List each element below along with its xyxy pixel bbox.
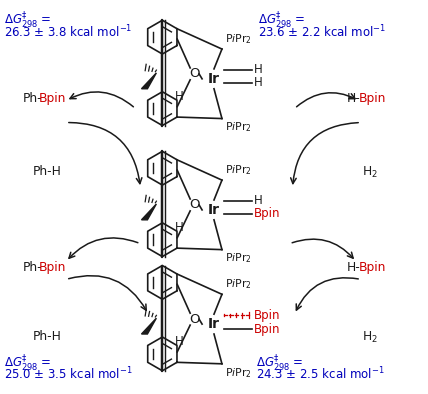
Text: O: O <box>189 199 199 212</box>
Text: H: H <box>175 335 184 348</box>
Text: $\Delta G_{298}^{\ddagger}$ =: $\Delta G_{298}^{\ddagger}$ = <box>4 354 52 374</box>
Polygon shape <box>142 204 156 220</box>
Text: Bpin: Bpin <box>359 260 386 273</box>
Text: $\Delta G_{298}^{\ddagger}$ =: $\Delta G_{298}^{\ddagger}$ = <box>256 354 303 374</box>
Text: H-: H- <box>347 260 361 273</box>
Text: P$i$Pr$_2$: P$i$Pr$_2$ <box>225 366 252 379</box>
Text: $\Delta G_{298}^{\ddagger}$ =: $\Delta G_{298}^{\ddagger}$ = <box>258 11 305 32</box>
Text: H: H <box>175 90 184 103</box>
Text: $\Delta G_{298}^{\ddagger}$ =: $\Delta G_{298}^{\ddagger}$ = <box>4 11 52 32</box>
Text: 25.0 $\pm$ 3.5 kcal mol$^{-1}$: 25.0 $\pm$ 3.5 kcal mol$^{-1}$ <box>4 366 133 383</box>
Text: Ph-H: Ph-H <box>33 165 62 178</box>
Text: 24.3 $\pm$ 2.5 kcal mol$^{-1}$: 24.3 $\pm$ 2.5 kcal mol$^{-1}$ <box>256 366 384 383</box>
Text: O: O <box>189 312 199 325</box>
Text: Bpin: Bpin <box>359 92 386 105</box>
Text: Ir: Ir <box>208 317 220 331</box>
Text: P$i$Pr$_2$: P$i$Pr$_2$ <box>225 252 252 266</box>
Text: Ph-: Ph- <box>23 92 43 105</box>
Text: P$i$Pr$_2$: P$i$Pr$_2$ <box>225 164 252 177</box>
Text: Bpin: Bpin <box>254 323 280 336</box>
Text: H: H <box>254 195 262 208</box>
Text: H$_2$: H$_2$ <box>362 165 378 180</box>
Text: H$_2$: H$_2$ <box>362 330 378 345</box>
Text: Bpin: Bpin <box>39 260 66 273</box>
Text: O: O <box>189 67 199 80</box>
Text: H: H <box>175 221 184 234</box>
Text: P$i$Pr$_2$: P$i$Pr$_2$ <box>225 277 252 291</box>
Text: Ph-H: Ph-H <box>33 330 62 343</box>
Text: P$i$Pr$_2$: P$i$Pr$_2$ <box>225 121 252 134</box>
Text: 26.3 $\pm$ 3.8 kcal mol$^{-1}$: 26.3 $\pm$ 3.8 kcal mol$^{-1}$ <box>4 23 133 40</box>
Text: H: H <box>254 63 262 76</box>
Text: Bpin: Bpin <box>254 207 280 220</box>
Text: H: H <box>254 76 262 89</box>
Polygon shape <box>142 73 156 89</box>
Text: Ir: Ir <box>208 203 220 217</box>
Text: Ph-: Ph- <box>23 260 43 273</box>
Text: Ir: Ir <box>208 72 220 86</box>
Text: Bpin: Bpin <box>254 309 280 322</box>
Text: 23.6 $\pm$ 2.2 kcal mol$^{-1}$: 23.6 $\pm$ 2.2 kcal mol$^{-1}$ <box>258 23 386 40</box>
Text: Bpin: Bpin <box>39 92 66 105</box>
Polygon shape <box>142 318 156 334</box>
Text: P$i$Pr$_2$: P$i$Pr$_2$ <box>225 32 252 46</box>
Text: H-: H- <box>347 92 361 105</box>
